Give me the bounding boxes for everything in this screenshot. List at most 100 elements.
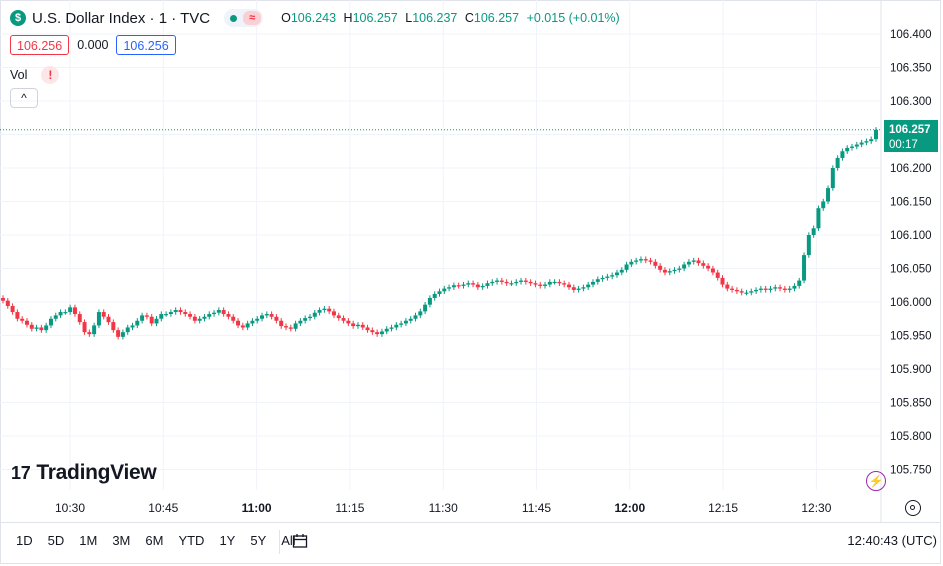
candle bbox=[202, 314, 207, 322]
candle-body bbox=[298, 320, 303, 324]
candle-body bbox=[34, 327, 39, 329]
candle bbox=[144, 312, 149, 320]
candle-body bbox=[730, 288, 735, 290]
candle bbox=[806, 232, 811, 258]
candle bbox=[269, 311, 274, 320]
candle bbox=[662, 267, 667, 276]
candle-body bbox=[648, 260, 653, 262]
candle-body bbox=[682, 264, 687, 269]
candle-body bbox=[869, 139, 874, 142]
lightning-icon[interactable]: ⚡ bbox=[866, 471, 886, 491]
status-pill[interactable]: ≈ bbox=[224, 9, 264, 27]
chevron-up-icon: ^ bbox=[21, 91, 27, 105]
candle-body bbox=[154, 318, 159, 324]
range-3m[interactable]: 3M bbox=[112, 533, 131, 548]
warning-icon[interactable]: ! bbox=[41, 66, 60, 84]
candle-body bbox=[341, 318, 346, 321]
candle-body bbox=[288, 327, 293, 329]
candle bbox=[754, 287, 759, 294]
settings-gear-icon[interactable] bbox=[905, 500, 921, 516]
change-value: +0.015 (+0.01%) bbox=[526, 11, 620, 25]
candle-body bbox=[351, 323, 356, 327]
candle bbox=[595, 276, 600, 285]
price-tick-label: 106.350 bbox=[890, 63, 932, 75]
candle-body bbox=[120, 332, 125, 337]
symbol-title[interactable]: U.S. Dollar Index · 1 · TVC bbox=[32, 9, 211, 27]
candle bbox=[1, 295, 5, 304]
candle bbox=[15, 309, 20, 322]
candle-body bbox=[408, 318, 413, 321]
ask-button[interactable]: 106.256 bbox=[116, 35, 176, 55]
candle-body bbox=[782, 288, 787, 290]
range-1y[interactable]: 1Y bbox=[219, 533, 236, 548]
time-tick-label: 11:15 bbox=[335, 501, 364, 515]
candle bbox=[10, 303, 15, 315]
range-ytd[interactable]: YTD bbox=[178, 533, 205, 548]
spread-value: 0.000 bbox=[77, 38, 109, 52]
range-6m[interactable]: 6M bbox=[145, 533, 164, 548]
range-1m[interactable]: 1M bbox=[79, 533, 98, 548]
wave-icon: ≈ bbox=[243, 11, 262, 25]
candle bbox=[87, 329, 92, 337]
collapse-legend-button[interactable]: ^ bbox=[10, 88, 38, 108]
volume-label[interactable]: Vol bbox=[10, 68, 28, 82]
candle bbox=[312, 310, 317, 320]
candle bbox=[850, 143, 855, 151]
candle-body bbox=[562, 283, 567, 285]
candle-body bbox=[653, 261, 658, 266]
candle-body bbox=[207, 314, 212, 317]
candle-body bbox=[418, 311, 423, 316]
candle bbox=[749, 288, 754, 296]
candle bbox=[365, 324, 370, 333]
calendar-goto-icon[interactable] bbox=[292, 533, 308, 549]
tradingview-logo[interactable]: 17 TradingView bbox=[11, 461, 157, 485]
candle-body bbox=[600, 277, 605, 280]
candle-body bbox=[384, 328, 389, 332]
candle-body bbox=[355, 324, 360, 327]
range-all[interactable]: All bbox=[281, 533, 296, 548]
candle bbox=[869, 136, 874, 144]
candle-body bbox=[739, 291, 744, 293]
candle-body bbox=[375, 332, 380, 335]
range-5d[interactable]: 5D bbox=[47, 533, 65, 548]
candle-body bbox=[168, 312, 173, 315]
range-buttons: 1D 5D 1M 3M 6M YTD 1Y 5Y All bbox=[8, 533, 303, 548]
candle-body bbox=[543, 284, 548, 286]
candle bbox=[763, 285, 768, 293]
candle bbox=[192, 314, 197, 324]
candle bbox=[835, 155, 840, 171]
candle bbox=[720, 275, 725, 288]
candle bbox=[696, 257, 701, 266]
candle-body bbox=[82, 322, 87, 333]
candle bbox=[581, 284, 586, 292]
range-5y[interactable]: 5Y bbox=[250, 533, 267, 548]
candle bbox=[840, 148, 845, 161]
candle-body bbox=[696, 260, 701, 264]
candle-body bbox=[662, 269, 667, 273]
utc-clock[interactable]: 12:40:43 (UTC) bbox=[847, 533, 937, 548]
candle bbox=[610, 272, 615, 280]
candle bbox=[44, 322, 49, 333]
candle bbox=[451, 282, 456, 290]
candle bbox=[288, 324, 293, 332]
candle bbox=[586, 281, 591, 290]
candle bbox=[562, 280, 567, 288]
candle bbox=[480, 283, 485, 290]
candle bbox=[125, 324, 130, 335]
bid-button[interactable]: 106.256 bbox=[10, 35, 70, 55]
candle bbox=[29, 322, 34, 332]
candle-body bbox=[130, 325, 135, 328]
time-tick-label: 10:30 bbox=[55, 501, 85, 515]
candle bbox=[216, 307, 221, 316]
price-tick-label: 106.300 bbox=[890, 96, 932, 108]
time-axis: 10:30 10:45 11:00 11:15 11:30 11:45 12:00 12:15… bbox=[55, 501, 832, 515]
candle bbox=[600, 275, 605, 282]
candle bbox=[821, 198, 826, 211]
candle-body bbox=[274, 316, 279, 321]
candle bbox=[212, 310, 217, 317]
range-1d[interactable]: 1D bbox=[16, 533, 33, 548]
candle-body bbox=[72, 307, 77, 315]
tradingview-mark-icon: 17 bbox=[11, 462, 31, 483]
candle-body bbox=[403, 320, 408, 324]
